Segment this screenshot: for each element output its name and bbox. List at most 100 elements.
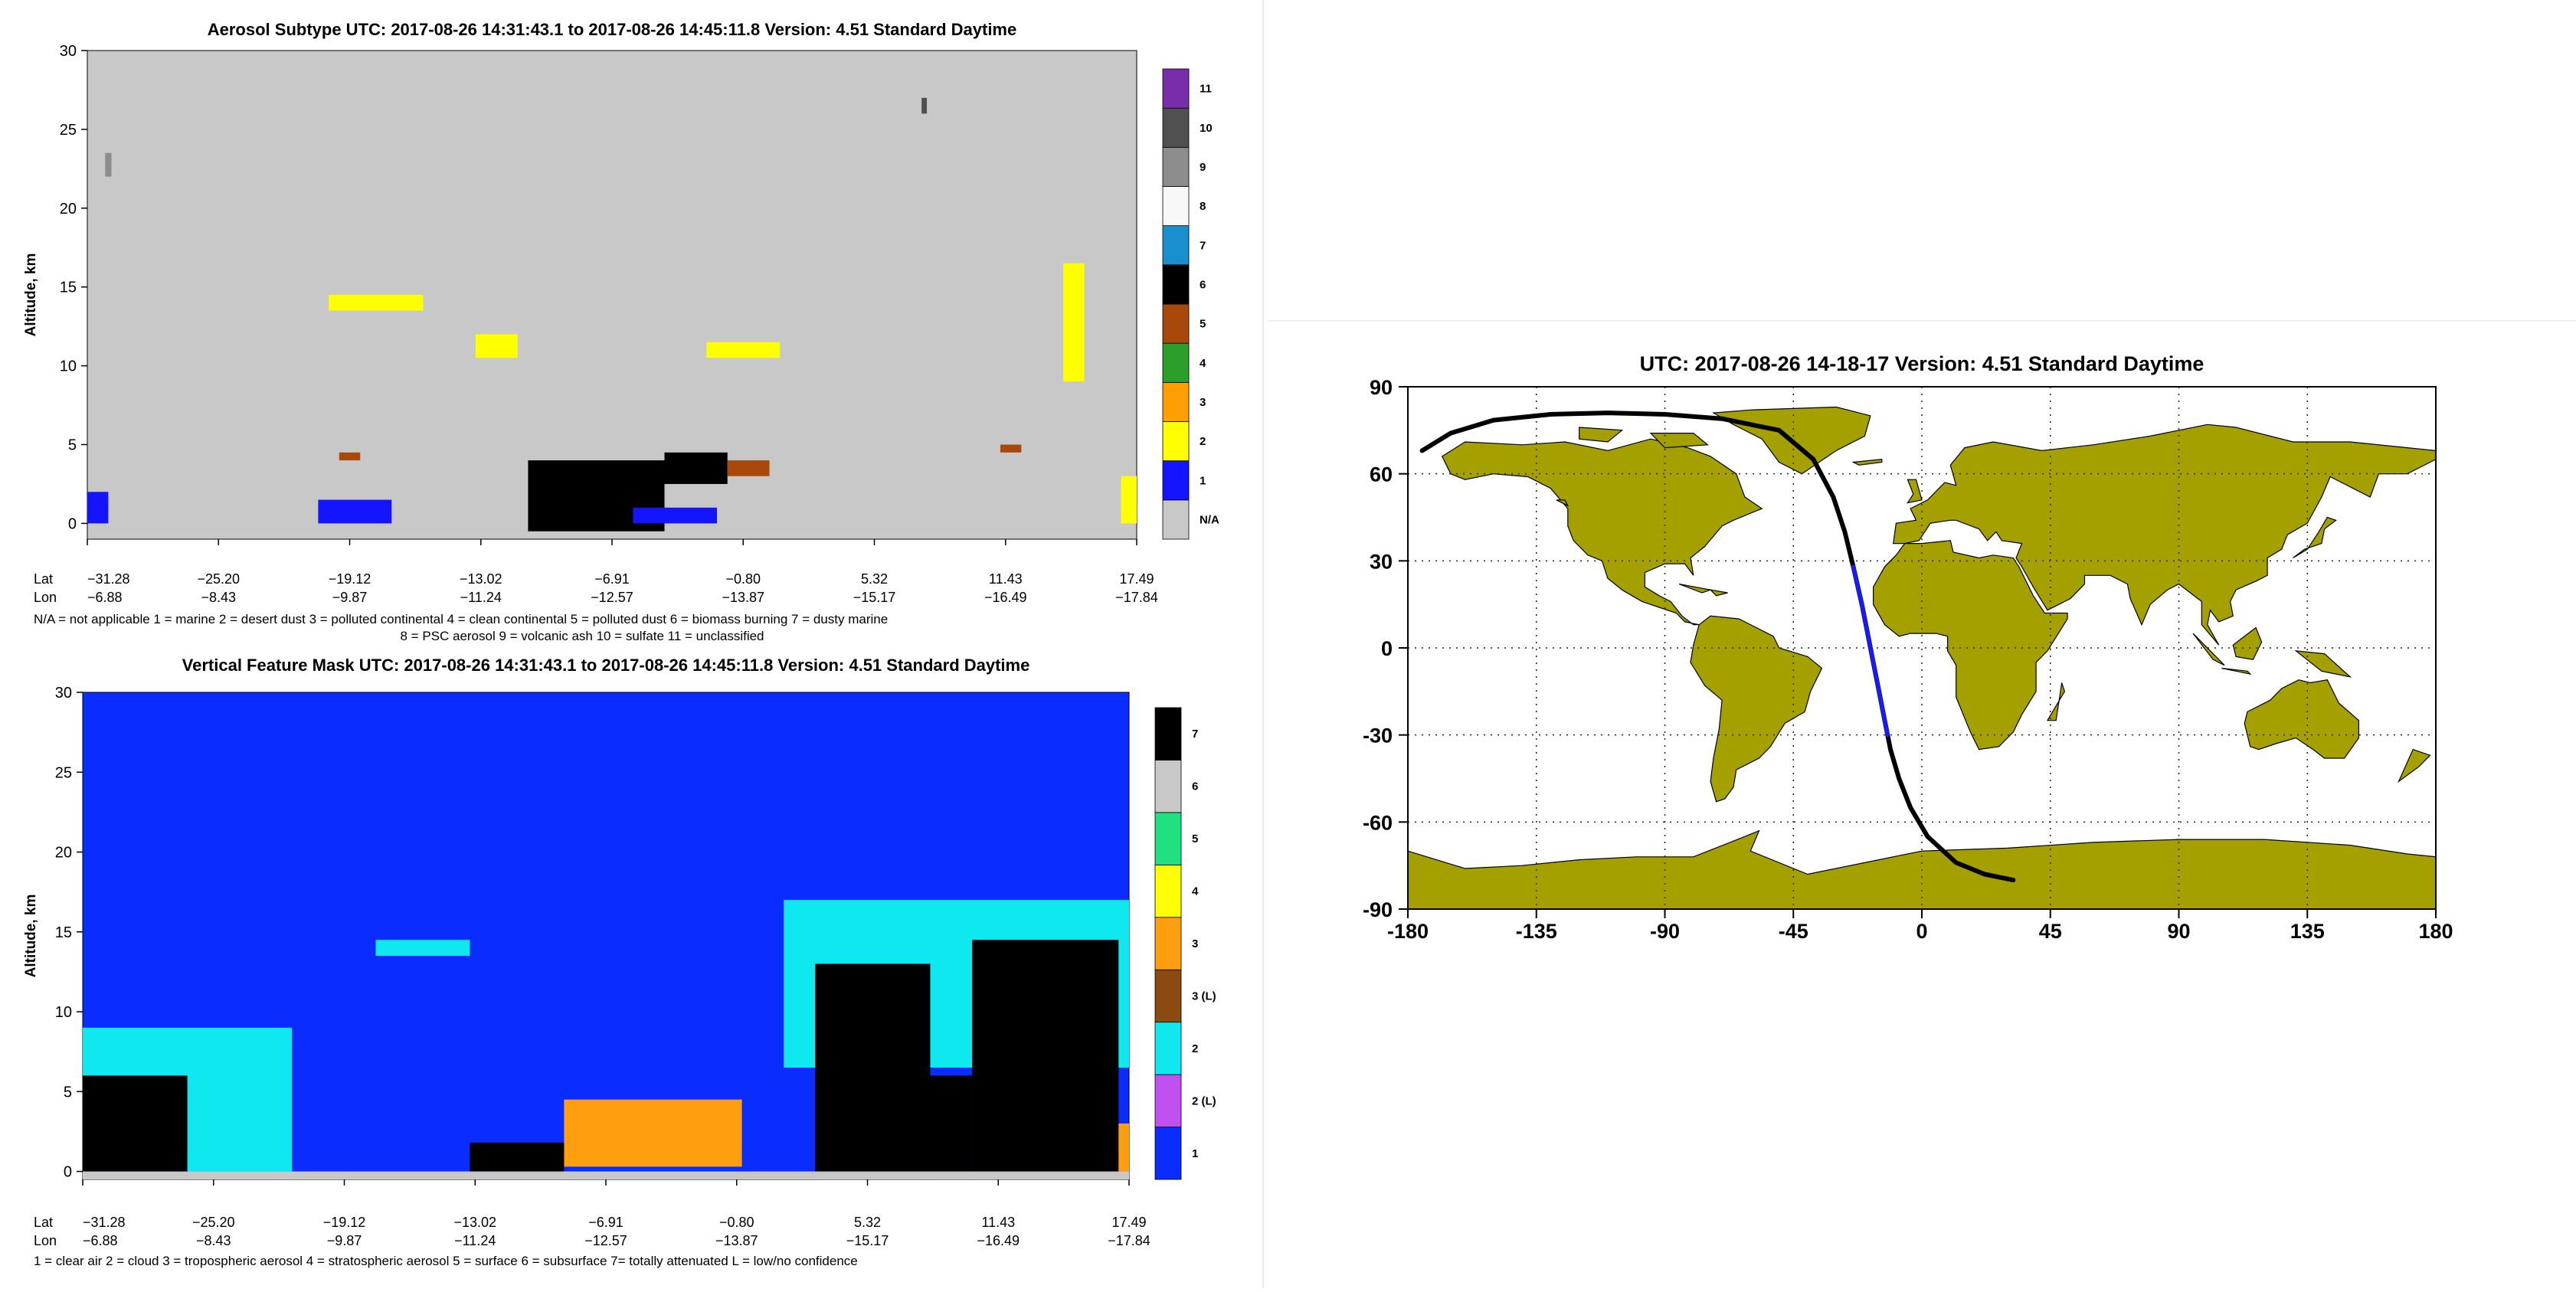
land-mass bbox=[2244, 679, 2359, 759]
panel-separator-horizontal bbox=[1268, 320, 2576, 322]
orbit-track-segment-line bbox=[1851, 564, 1890, 738]
lat-tick-label: 11.43 bbox=[981, 1215, 1015, 1230]
y-tick-label: 10 bbox=[55, 1004, 72, 1021]
land-mass bbox=[1690, 615, 1823, 803]
lon-tick-label: −15.17 bbox=[846, 1233, 889, 1248]
land-mass bbox=[1851, 459, 1883, 466]
lon-tick-label: −16.49 bbox=[984, 590, 1027, 605]
lat-tick-label: 5.32 bbox=[861, 571, 888, 587]
feature-block bbox=[475, 334, 518, 358]
colorbar-swatch bbox=[1162, 499, 1190, 540]
land-mass bbox=[2293, 516, 2337, 559]
land-mass bbox=[1893, 424, 2437, 646]
colorbar-label: 3 (L) bbox=[1192, 989, 1216, 1003]
x-tick-label: -180 bbox=[1387, 920, 1429, 943]
y-tick-label: 5 bbox=[68, 437, 77, 454]
x-tick-label: 45 bbox=[2039, 920, 2062, 943]
lat-tick-label: −0.80 bbox=[725, 571, 761, 587]
colorbar-label: 9 bbox=[1200, 161, 1206, 174]
land-mass bbox=[1709, 589, 1728, 597]
lat-tick-label: −25.20 bbox=[192, 1215, 235, 1230]
colorbar-label: 1 bbox=[1200, 474, 1206, 487]
chart-title: Vertical Feature Mask UTC: 2017-08-26 14… bbox=[182, 656, 1030, 675]
class-legend-text: N/A = not applicable 1 = marine 2 = dese… bbox=[34, 612, 888, 626]
land-mass bbox=[1441, 438, 1763, 626]
lon-row-label: Lon bbox=[34, 1233, 57, 1248]
ground-track-map-panel: UTC: 2017-08-26 14-18-17 Version: 4.51 S… bbox=[1268, 322, 2576, 996]
lat-tick-label: 17.49 bbox=[1119, 571, 1154, 587]
class-legend-text: 1 = clear air 2 = cloud 3 = tropospheric… bbox=[34, 1254, 858, 1268]
feature-block bbox=[375, 940, 470, 957]
x-tick-label: 180 bbox=[2418, 920, 2453, 943]
map-title: UTC: 2017-08-26 14-18-17 Version: 4.51 S… bbox=[1640, 352, 2204, 375]
colorbar-swatch bbox=[1154, 707, 1182, 760]
feature-block bbox=[1121, 476, 1137, 524]
colorbar-swatch bbox=[1154, 917, 1182, 970]
colorbar-label: N/A bbox=[1200, 513, 1219, 526]
feature-block bbox=[972, 940, 1119, 1172]
lat-tick-label: 5.32 bbox=[854, 1215, 881, 1230]
land-mass bbox=[2294, 649, 2352, 678]
feature-block bbox=[930, 1075, 973, 1172]
colorbar-label: 3 bbox=[1192, 937, 1198, 950]
colorbar-label: 2 bbox=[1200, 435, 1206, 448]
colorbar-swatch bbox=[1162, 225, 1190, 266]
feature-block bbox=[706, 342, 781, 358]
lat-tick-label: −25.20 bbox=[197, 571, 240, 587]
lon-tick-label: −9.87 bbox=[332, 590, 368, 605]
feature-block bbox=[1000, 444, 1022, 453]
feature-block bbox=[1118, 1124, 1129, 1172]
colorbar-swatch bbox=[1154, 760, 1182, 813]
land-mass bbox=[1907, 479, 1923, 504]
colorbar-label: 11 bbox=[1200, 83, 1212, 96]
lat-row-label: Lat bbox=[34, 571, 53, 587]
lat-row-label: Lat bbox=[34, 1215, 53, 1230]
feature-block bbox=[339, 452, 361, 461]
lon-tick-label: −13.87 bbox=[722, 590, 764, 605]
lon-tick-label: −8.43 bbox=[196, 1233, 231, 1248]
lat-tick-label: −31.28 bbox=[83, 1215, 126, 1230]
colorbar-label: 4 bbox=[1200, 357, 1206, 370]
colorbar-swatch bbox=[1162, 107, 1190, 148]
y-tick-label: -30 bbox=[1363, 725, 1393, 747]
feature-block bbox=[87, 492, 109, 524]
land-mass bbox=[2232, 626, 2263, 660]
y-tick-label: -60 bbox=[1363, 811, 1393, 834]
land-mass bbox=[1556, 499, 1569, 507]
colorbar-swatch bbox=[1154, 1127, 1182, 1180]
y-tick-label: 10 bbox=[60, 358, 77, 375]
y-tick-label: 25 bbox=[60, 122, 77, 139]
colorbar-swatch bbox=[1162, 342, 1190, 383]
colorbar-swatch bbox=[1154, 1022, 1182, 1075]
land-mass bbox=[1873, 540, 2068, 751]
lon-tick-label: −11.24 bbox=[454, 1233, 496, 1248]
colorbar-label: 5 bbox=[1192, 832, 1198, 846]
lon-tick-label: −12.57 bbox=[591, 590, 633, 605]
x-tick-label: -135 bbox=[1516, 920, 1557, 943]
feature-block bbox=[105, 152, 112, 177]
colorbar-label: 7 bbox=[1200, 239, 1206, 252]
lon-tick-label: −9.87 bbox=[327, 1233, 362, 1248]
lat-tick-label: −19.12 bbox=[329, 571, 372, 587]
lat-tick-label: −13.02 bbox=[453, 1215, 496, 1230]
land-mass bbox=[1678, 584, 1713, 594]
y-tick-label: 20 bbox=[55, 845, 72, 862]
colorbar-swatch bbox=[1154, 969, 1182, 1023]
colorbar-label: 10 bbox=[1200, 122, 1213, 135]
colorbar-label: 6 bbox=[1192, 780, 1198, 793]
lon-tick-label: −8.43 bbox=[201, 590, 236, 605]
colorbar-swatch bbox=[1162, 303, 1190, 344]
lon-tick-label: −15.17 bbox=[853, 590, 896, 605]
lat-tick-label: −19.12 bbox=[323, 1215, 366, 1230]
y-tick-label: 15 bbox=[60, 280, 77, 296]
y-tick-label: 0 bbox=[68, 515, 77, 532]
colorbar-label: 2 (L) bbox=[1192, 1094, 1216, 1107]
colorbar-swatch bbox=[1154, 864, 1182, 918]
aerosol-subtype-chart: Aerosol Subtype UTC: 2017-08-26 14:31:43… bbox=[23, 20, 1219, 643]
colorbar-label: 3 bbox=[1200, 396, 1206, 409]
land-mass bbox=[2046, 682, 2066, 721]
lon-tick-label: −16.49 bbox=[977, 1233, 1020, 1248]
lat-tick-label: −13.02 bbox=[460, 571, 502, 587]
colorbar-swatch bbox=[1162, 460, 1190, 501]
x-tick-label: 90 bbox=[2167, 920, 2190, 943]
